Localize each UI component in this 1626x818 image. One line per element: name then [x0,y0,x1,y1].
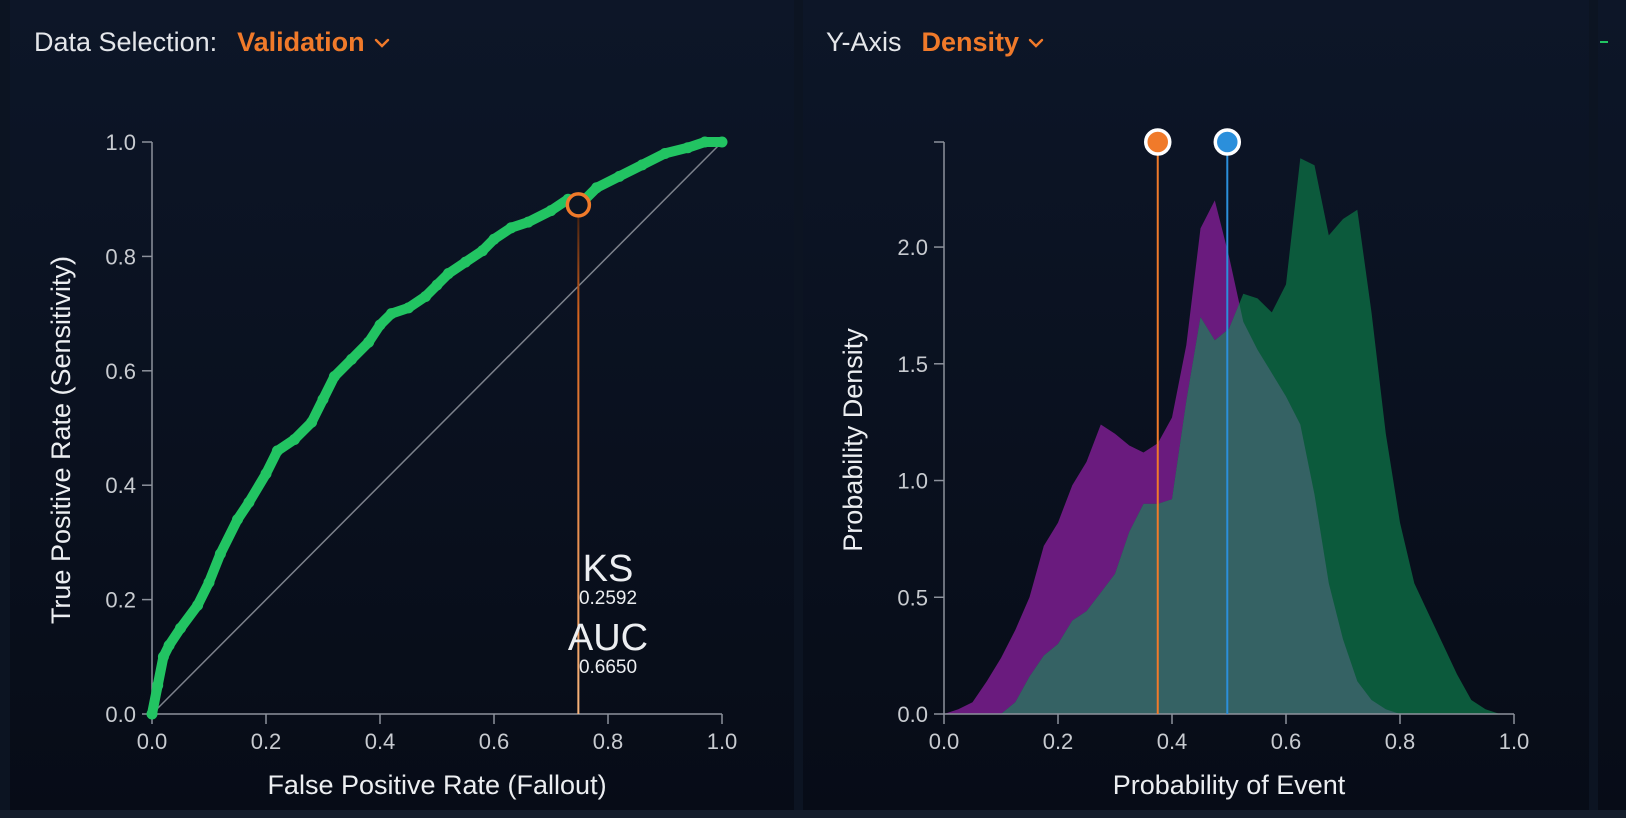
roc-reference-line [151,141,723,715]
density-x-tick-label: 0.0 [929,729,960,754]
roc-x-tick-label: 0.2 [251,729,282,754]
roc-point [363,336,375,348]
ks-metric: KS 0.2592 [548,550,668,608]
y-axis-dropdown[interactable]: Density [922,27,1045,58]
roc-x-tick-label: 0.0 [137,729,168,754]
roc-point [699,136,711,148]
data-selection-value: Validation [237,27,365,57]
roc-point [157,651,169,663]
roc-threshold-vline [577,216,580,715]
roc-x-tick-label: 0.8 [593,729,624,754]
roc-point [442,268,454,280]
roc-point [260,468,272,480]
density-x-tick-label: 0.8 [1385,729,1416,754]
auc-metric: AUC 0.6650 [548,619,668,677]
density-marker-orange [1144,128,1172,156]
roc-point [385,308,397,320]
roc-point [682,142,694,154]
roc-y-axis-title: True Positive Rate (Sensitivity) [46,256,76,624]
roc-point [403,302,414,314]
bottom-strip [0,810,1626,818]
roc-threshold-marker [565,192,592,218]
ks-label: KS [582,548,634,590]
roc-point [420,290,432,302]
density-y-tick-label: 1.5 [897,352,928,377]
roc-point [175,622,186,634]
roc-x-tick-label: 1.0 [707,729,738,754]
roc-y-tick-label: 0.0 [105,702,136,727]
roc-x-tick-label: 0.4 [365,729,396,754]
data-selection-label: Data Selection: [34,27,218,57]
roc-point [505,222,517,234]
chevron-down-icon [374,38,389,48]
y-axis-control: Y-Axis Density [826,27,1044,58]
y-axis-value: Density [921,27,1020,57]
density-y-tick-label: 1.0 [897,469,928,494]
roc-point [659,147,671,159]
roc-y-tick-label: 0.4 [105,473,136,498]
adjacent-legend-mark [1600,41,1608,43]
adjacent-panel [1598,0,1626,810]
roc-y-tick-label: 1.0 [105,130,136,155]
roc-point [243,496,255,508]
roc-point [636,159,648,171]
chevron-down-icon [1028,38,1044,48]
roc-x-axis-title: False Positive Rate (Fallout) [267,770,606,800]
auc-value: 0.6650 [578,657,638,678]
roc-point [477,245,489,257]
roc-point [346,353,357,365]
auc-label: AUC [567,617,649,659]
roc-point [163,639,175,651]
roc-point [522,216,534,228]
roc-point [203,576,215,588]
roc-point [545,205,557,217]
roc-point [431,279,443,291]
roc-point [317,393,329,405]
roc-point [192,599,204,611]
roc-point [271,445,283,457]
roc-point [328,371,340,383]
data-selection-control: Data Selection: Validation [34,27,390,58]
roc-point [613,170,625,182]
density-y-tick-label: 0.5 [897,585,928,610]
density-marker-blue [1213,128,1242,156]
ks-value: 0.2592 [578,588,638,609]
roc-y-tick-label: 0.8 [105,244,136,269]
y-axis-label: Y-Axis [826,27,902,57]
roc-point [289,433,300,445]
density-x-tick-label: 1.0 [1499,729,1530,754]
density-y-tick-label: 0.0 [897,702,928,727]
roc-point [306,416,318,428]
roc-point [716,136,728,148]
roc-y-tick-label: 0.6 [105,359,136,384]
roc-point [488,233,500,245]
density-y-axis-title: Probability Density [838,328,868,552]
density-x-tick-label: 0.2 [1043,729,1074,754]
roc-point [214,548,226,560]
roc-y-tick-label: 0.2 [105,588,136,613]
data-selection-dropdown[interactable]: Validation [237,27,390,58]
roc-point [460,256,471,268]
roc-panel [10,0,794,810]
density-x-axis-title: Probability of Event [1113,770,1346,800]
density-y-tick-label: 2.0 [897,235,928,260]
roc-point [232,514,243,526]
density-x-tick-label: 0.4 [1157,729,1188,754]
roc-point [152,679,164,691]
roc-point [591,182,603,194]
roc-point [374,319,386,331]
roc-point [146,708,158,720]
roc-x-tick-label: 0.6 [479,729,510,754]
density-x-tick-label: 0.6 [1271,729,1302,754]
